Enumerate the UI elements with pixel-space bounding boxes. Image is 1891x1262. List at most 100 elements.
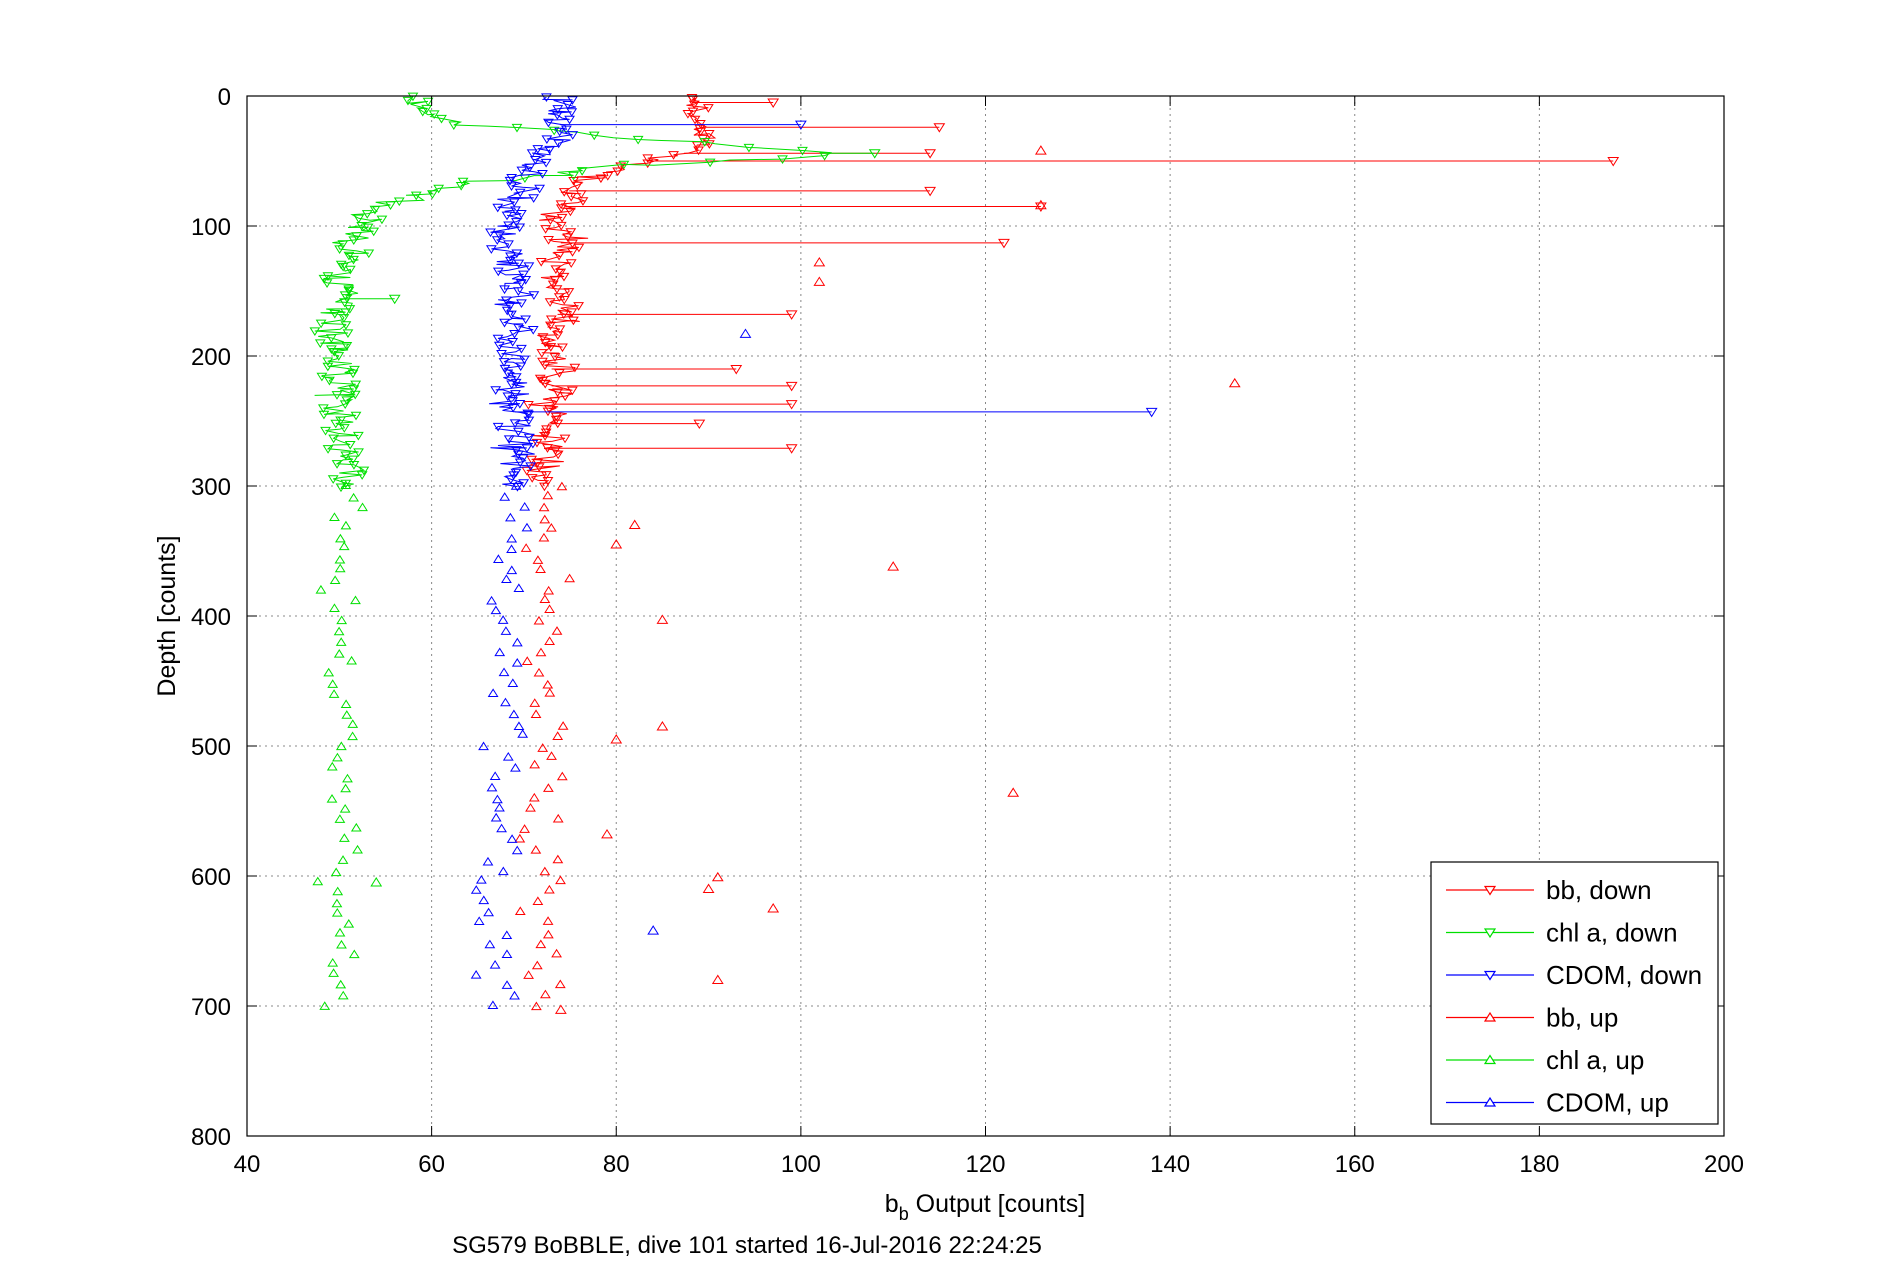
data-point [528,291,540,300]
spike-point [656,721,669,731]
data-point [520,315,532,325]
data-point [490,812,502,822]
spike-point [924,186,937,197]
data-point [358,466,370,476]
data-point [565,192,577,202]
spike-point [924,149,937,159]
data-point [506,380,518,390]
data-point [573,243,585,253]
data-point [537,169,548,179]
data-point [321,279,333,288]
data-point [693,146,704,156]
data-point [486,782,498,792]
data-point [560,125,572,135]
data-point [509,419,521,429]
data-point [547,280,559,290]
data-point [499,285,510,295]
data-point [528,792,540,802]
data-point [521,656,533,665]
data-point [499,364,511,374]
data-point [530,1001,542,1011]
data-point [553,293,565,302]
data-point [348,255,359,265]
data-point [483,907,495,917]
data-point [508,198,520,208]
data-point [332,752,343,762]
data-point [342,329,354,338]
data-point [502,369,514,379]
data-point [489,771,501,780]
data-point [322,357,334,367]
data-point [335,741,347,751]
data-point [315,319,327,329]
data-point [334,814,346,823]
spike-point [1034,199,1047,210]
data-point [328,689,340,698]
data-point [500,626,512,635]
data-point [618,160,630,170]
spike-point [813,256,826,267]
data-point [349,390,361,400]
data-point [704,158,716,168]
data-point [455,182,467,191]
data-point [490,605,502,615]
data-point [312,876,324,886]
data-point [501,930,513,940]
data-point [338,541,350,551]
data-point [519,501,531,511]
data-point [565,259,577,268]
data-point [333,626,345,636]
spike-point [794,120,807,131]
data-point [337,990,349,1000]
data-point [333,352,345,361]
spike-point [767,903,780,913]
spike-point [693,419,706,430]
data-point [694,124,706,134]
data-point [329,512,340,521]
data-point [422,97,434,107]
data-point [558,188,570,197]
data-point [511,123,523,133]
data-point [514,458,526,468]
data-point [348,492,360,502]
data-point [421,104,433,114]
data-point [511,218,522,227]
y-axis-label: Depth [counts] [153,535,181,696]
x-tick-label: 160 [1335,1151,1375,1178]
data-point [511,658,523,667]
data-point [521,466,533,476]
spike-point [1228,377,1241,388]
data-point [532,145,544,154]
data-point [551,111,563,120]
data-point [554,369,565,378]
legend-item: CDOM, up [1446,1088,1669,1118]
data-point [505,252,516,262]
data-point [567,248,578,257]
data-point [523,401,534,410]
data-point [534,184,546,194]
data-point [323,667,335,677]
data-point [542,916,554,925]
data-point [695,127,707,137]
data-point [562,233,574,242]
data-point [335,260,347,270]
data-point [340,308,352,318]
legend-label: bb, down [1546,875,1652,905]
data-point [538,502,550,512]
data-point [320,426,331,436]
data-point [346,655,358,665]
data-point [336,939,347,949]
series-chl-a-down [309,92,881,493]
data-point [343,285,355,294]
data-point [356,471,368,480]
y-tick-label: 600 [191,864,231,891]
data-point [492,267,504,277]
data-point [494,802,505,812]
data-point [530,845,542,854]
data-point [515,210,527,219]
legend-item: chl a, down [1446,918,1678,948]
spike-point [711,974,724,984]
data-point [563,288,575,297]
data-point [503,221,514,231]
data-point [347,369,359,379]
